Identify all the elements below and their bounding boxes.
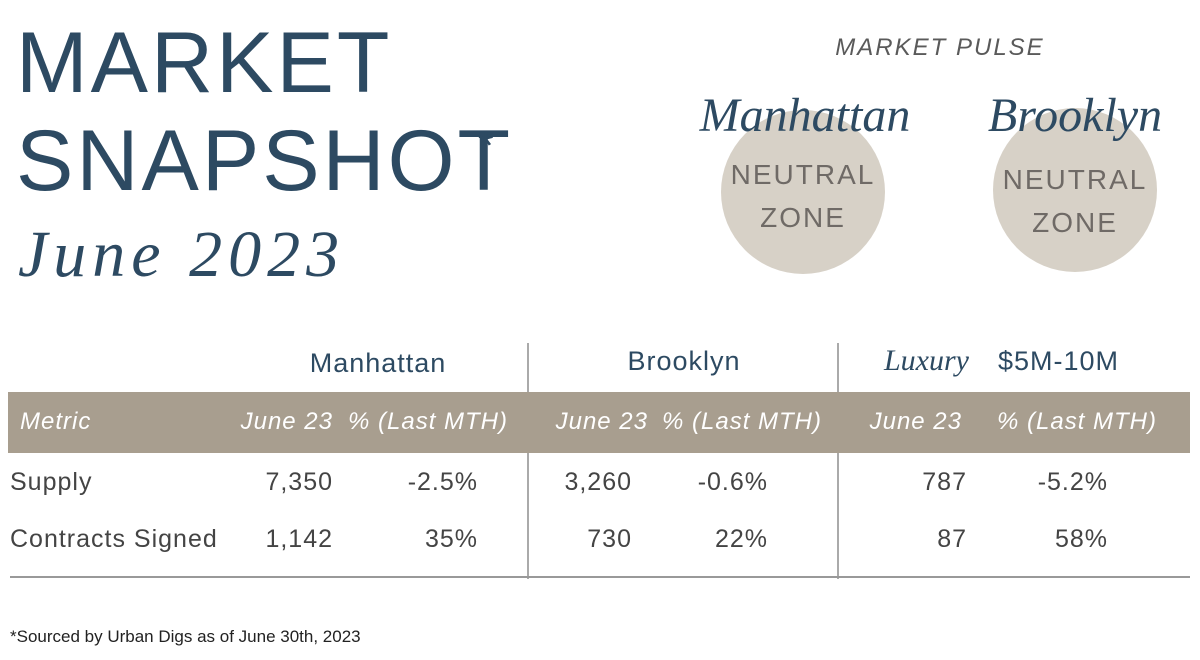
cell-value: 787 bbox=[922, 468, 967, 496]
footnote: *Sourced by Urban Digs as of June 30th, … bbox=[10, 627, 361, 646]
metric-label: Supply bbox=[10, 468, 93, 496]
cell-value: 730 bbox=[587, 525, 632, 553]
cell-value: -2.5% bbox=[407, 468, 478, 496]
title: SNAPSHOT bbox=[16, 113, 514, 209]
title: MARKET bbox=[16, 15, 393, 111]
metric-label: Contracts Signed bbox=[10, 525, 218, 553]
status-circle bbox=[721, 110, 885, 274]
column-header: June 23 bbox=[240, 408, 333, 435]
asterisk: * bbox=[478, 124, 494, 168]
status: NEUTRAL bbox=[730, 159, 876, 190]
column-header: Metric bbox=[20, 408, 92, 435]
header-band bbox=[8, 392, 1190, 453]
cell-value: 22% bbox=[714, 525, 768, 553]
cell-value: 35% bbox=[424, 525, 478, 553]
cell-value: 87 bbox=[937, 525, 967, 553]
cell-value: -5.2% bbox=[1037, 468, 1108, 496]
cell-value: 58% bbox=[1054, 525, 1108, 553]
market-name: Manhattan bbox=[699, 89, 911, 142]
status-circle bbox=[993, 108, 1157, 272]
group-label: Manhattan bbox=[309, 348, 447, 378]
group-label: Luxury bbox=[884, 344, 969, 377]
column-header: June 23 bbox=[869, 408, 962, 435]
cell-value: 7,350 bbox=[265, 468, 333, 496]
column-header: % (Last MTH) bbox=[662, 408, 823, 435]
group-label: Brooklyn bbox=[627, 346, 741, 376]
pulse-title: MARKET PULSE bbox=[835, 34, 1045, 61]
rule bbox=[10, 576, 1190, 578]
status: ZONE bbox=[760, 202, 846, 233]
divider bbox=[527, 343, 529, 579]
status: ZONE bbox=[1032, 207, 1118, 238]
cell-value: -0.6% bbox=[697, 468, 768, 496]
column-header: % (Last MTH) bbox=[348, 408, 509, 435]
status: NEUTRAL bbox=[1002, 164, 1148, 195]
column-header: % (Last MTH) bbox=[997, 408, 1158, 435]
group-sublabel: $5M-10M bbox=[998, 346, 1120, 376]
column-header: June 23 bbox=[555, 408, 648, 435]
date: June 2023 bbox=[18, 218, 346, 291]
market-name: Brooklyn bbox=[987, 89, 1163, 142]
cell-value: 1,142 bbox=[265, 525, 333, 553]
divider bbox=[837, 343, 839, 579]
cell-value: 3,260 bbox=[564, 468, 632, 496]
